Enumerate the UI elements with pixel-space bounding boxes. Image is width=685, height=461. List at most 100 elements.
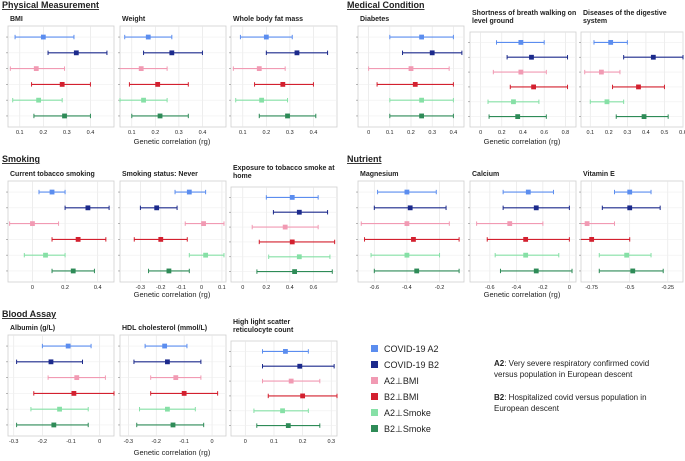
tick-label: -0.6 [485,285,494,291]
point-estimate-b2 [650,54,656,60]
point-estimate-b2-smoke [292,269,297,275]
note-b2-line1: : Hospitalized covid versus population i… [504,393,646,402]
legend-label-b2: COVID-19 B2 [384,360,439,370]
point-estimate-a2-smoke [404,252,410,258]
plot-frame [230,340,338,437]
point-estimate-a2-smoke [141,97,146,103]
tick-label: 0.4 [519,130,527,136]
tick-label: 0.1 [586,130,594,136]
point-estimate-b2-bmi [71,390,77,396]
point-estimate-a2-bmi [404,221,410,227]
panel-title-line: Vitamin E [583,171,615,178]
xlabel-nutrient: Genetic correlation (rg) [484,290,561,299]
panel-ssn: Smoking status: Never -0.3 -0.2 -0.1 0 0.1 [118,171,227,291]
legend-swatch-a2-bmi [371,377,378,384]
tick-label: 0.3 [624,130,632,136]
point-estimate-b2-bmi [280,81,286,87]
tick-label: 0.8 [562,130,570,136]
tick-label: 0.3 [286,130,294,136]
point-estimate-b2-smoke [157,113,163,119]
point-estimate-b2 [154,205,160,211]
panel-title-albumin: Albumin (g/L) [10,325,55,332]
point-estimate-b2-bmi [289,239,295,245]
xlabel-medical: Genetic correlation (rg) [484,137,561,146]
tick-label: -0.1 [66,439,75,445]
panel-title-vite: Vitamin E [583,171,615,178]
section-smoking-title: Smoking [2,154,40,164]
panel-hlsr: High light scatter reticulocyte count 0 0.1… [229,319,338,445]
legend-swatch-b2-bmi [371,393,378,400]
point-estimate-a2 [419,34,424,40]
plot-frame [119,180,227,283]
panel-title-sob: Shortness of breath walking on level grou… [472,10,576,25]
tick-label: 0 [31,285,34,291]
point-estimate-a2-smoke [523,252,529,258]
section-nutrient-title: Nutrient [347,154,382,164]
plot-frame [119,334,227,437]
point-estimate-b2 [73,50,79,56]
tick-label: 0 [200,285,203,291]
point-estimate-b2-smoke [51,422,57,428]
panel-title-line: Current tobacco smoking [10,171,95,178]
point-estimate-b2-smoke [285,423,291,429]
panel-title-calcium: Calcium [472,171,499,178]
tick-label: -0.6 [370,285,379,291]
tick-label: 0.1 [239,130,247,136]
tick-label: -0.25 [662,285,675,291]
point-estimate-a2-bmi [408,66,414,72]
note-b2: B2: Hospitalized covid versus population… [494,393,649,413]
tick-label: 0.4 [286,285,294,291]
panel-title-line: Magnesium [360,171,399,178]
point-estimate-a2-smoke [604,99,610,105]
panel-vite: Vitamin E -0.75 -0.5 -0.25 [579,171,684,291]
point-estimate-b2 [529,54,534,60]
plot-frame [7,180,115,283]
tick-label: 0.6 [310,285,318,291]
tick-label: 0 [241,285,244,291]
panel-title-line: Weight [122,16,146,23]
point-estimate-a2-smoke [259,97,265,103]
panel-title-line: Whole body fat mass [233,16,303,23]
tick-label: 0.2 [605,130,613,136]
panel-bmi: BMI 0.1 0.2 0.3 0.4 [6,16,115,136]
point-estimate-b2 [48,359,54,365]
section-medical-title: Medical Condition [347,0,425,10]
plot-frame [119,25,227,128]
panel-digestive: Diseases of the digestive system 0.1 0.2 0.3… [579,10,685,136]
tick-label: 0.4 [310,130,318,136]
point-estimate-a2 [49,189,55,195]
point-estimate-b2-bmi [300,393,306,399]
tick-label: 0.4 [642,130,650,136]
tick-label: 0 [211,439,214,445]
point-estimate-a2 [40,34,46,40]
tick-label: 0.2 [407,130,415,136]
tick-label: 0.1 [386,130,394,136]
legend-label-a2-bmi: A2⊥BMI [384,376,419,386]
tick-label: 0.4 [450,130,458,136]
tick-label: -0.2 [435,285,444,291]
plot-frame [7,334,115,437]
legend-swatch-b2-smoke [371,425,378,432]
panel-title-line: Shortness of breath walking on [472,10,576,17]
point-estimate-a2-smoke [511,99,516,105]
legend-label-a2-smoke: A2⊥Smoke [384,408,431,418]
panel-albumin: Albumin (g/L) -0.3 -0.2 -0.1 0 [6,325,115,445]
point-estimate-a2-bmi [173,375,179,381]
point-estimate-b2 [627,205,633,211]
point-estimate-a2-smoke [43,252,48,258]
point-estimate-b2-smoke [166,268,172,274]
panel-title-weight: Weight [122,16,146,23]
tick-label: 0.5 [661,130,669,136]
point-estimate-b2-smoke [630,268,636,274]
panel-title-bmi: BMI [10,16,23,23]
panel-tsh: Exposure to tobacco smoke at home 0 0.2 0.4 0… [229,165,338,291]
tick-label: -0.1 [176,285,185,291]
point-estimate-a2 [283,348,288,354]
point-estimate-b2-bmi [158,236,164,242]
tick-label: -0.2 [156,285,165,291]
tick-label: 0.4 [199,130,207,136]
tick-label: 0 [98,439,101,445]
panel-title-hdl: HDL cholesterol (mmol/L) [122,325,207,332]
